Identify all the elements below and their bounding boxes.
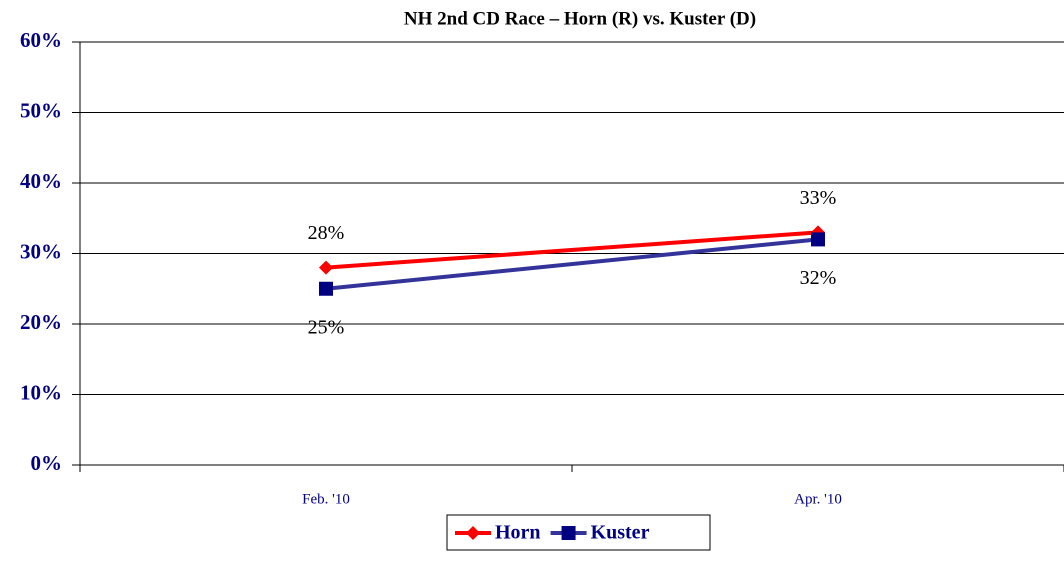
line-series (325, 237, 819, 291)
legend-marker (466, 526, 480, 540)
y-tick-label: 40% (20, 169, 62, 193)
y-tick-label: 0% (31, 451, 63, 475)
x-tick-label: Apr. '10 (794, 491, 842, 507)
legend: Horn Kuster (446, 514, 711, 551)
data-point (811, 232, 825, 247)
data-label: 32% (800, 267, 837, 289)
data-point (319, 260, 333, 275)
legend-label: Kuster (591, 522, 650, 544)
legend-label: Horn (495, 522, 541, 544)
data-label: 25% (308, 316, 345, 338)
x-tick-label: Feb. '10 (302, 491, 350, 507)
legend-marker (561, 526, 576, 540)
chart-title: NH 2nd CD Race – Horn (R) vs. Kuster (D) (404, 8, 756, 29)
y-tick-label: 10% (20, 380, 62, 404)
line-series (325, 230, 819, 270)
y-tick-label: 30% (20, 239, 62, 263)
data-label: 28% (308, 222, 345, 244)
y-tick-label: 50% (20, 98, 62, 122)
data-point (319, 281, 333, 296)
data-label: 33% (800, 187, 837, 209)
y-tick-label: 20% (20, 310, 62, 334)
y-tick-label: 60% (20, 28, 62, 52)
